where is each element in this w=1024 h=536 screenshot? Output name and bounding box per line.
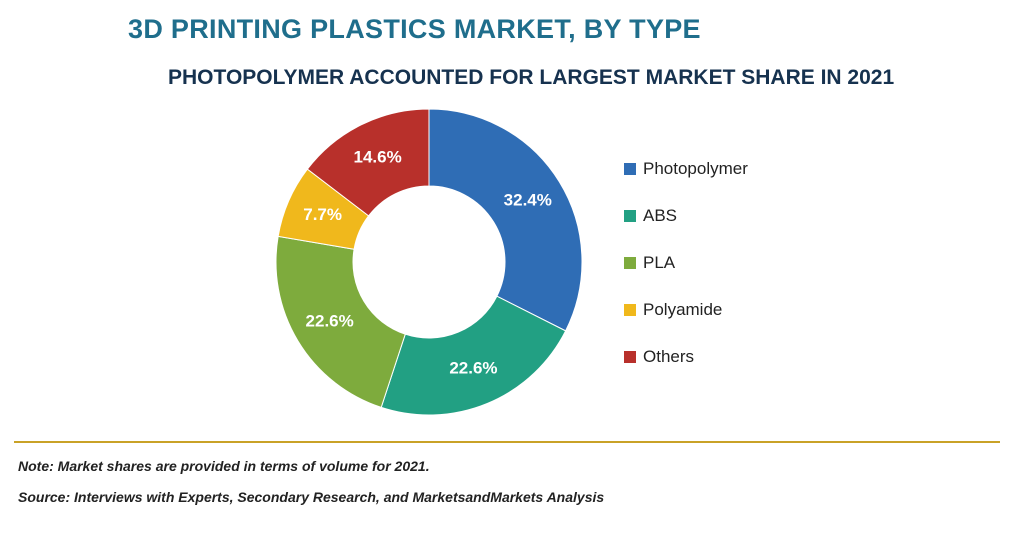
legend-label-photopolymer: Photopolymer <box>643 159 748 178</box>
legend-item-photopolymer: Photopolymer <box>624 157 748 181</box>
legend-item-pla: PLA <box>624 251 748 275</box>
legend-swatch-others <box>624 351 636 363</box>
legend-swatch-photopolymer <box>624 163 636 175</box>
chart-subtitle: PHOTOPOLYMER ACCOUNTED FOR LARGEST MARKE… <box>168 66 895 89</box>
donut-label-pla: 22.6% <box>306 311 354 330</box>
legend-item-polyamide: Polyamide <box>624 298 748 322</box>
chart-legend: Photopolymer ABS PLA Polyamide Others <box>624 157 748 392</box>
footer-source: Source: Interviews with Experts, Seconda… <box>18 489 605 505</box>
donut-slice-abs <box>380 295 567 416</box>
legend-label-pla: PLA <box>643 253 676 272</box>
footer-divider <box>14 441 1000 443</box>
legend-label-polyamide: Polyamide <box>643 300 723 319</box>
donut-slice-photopolymer <box>428 108 583 332</box>
chart-title: 3D PRINTING PLASTICS MARKET, BY TYPE <box>128 14 701 44</box>
donut-slice-others <box>306 108 430 217</box>
legend-swatch-pla <box>624 257 636 269</box>
legend-item-abs: ABS <box>624 204 748 228</box>
donut-label-polyamide: 7.7% <box>303 205 342 224</box>
legend-label-abs: ABS <box>643 206 678 225</box>
footer-note: Note: Market shares are provided in term… <box>18 458 430 474</box>
donut-label-abs: 22.6% <box>449 359 497 378</box>
legend-item-others: Others <box>624 345 748 369</box>
donut-label-photopolymer: 32.4% <box>504 191 552 210</box>
donut-slice-pla <box>275 235 406 408</box>
legend-swatch-abs <box>624 210 636 222</box>
donut-label-others: 14.6% <box>353 147 401 166</box>
legend-swatch-polyamide <box>624 304 636 316</box>
legend-label-others: Others <box>643 347 695 366</box>
